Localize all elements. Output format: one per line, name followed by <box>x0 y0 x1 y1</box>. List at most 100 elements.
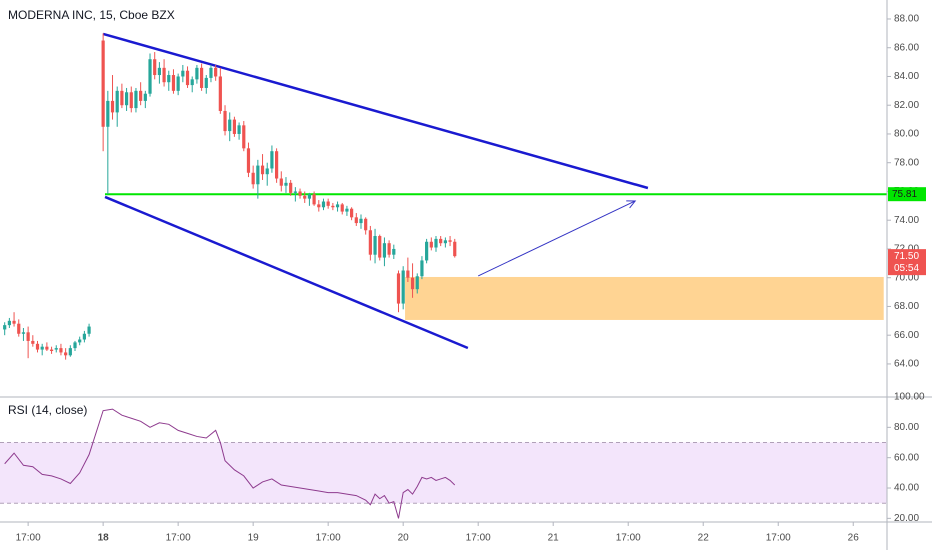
candle-body <box>68 348 72 356</box>
last-price-label: 71.50 <box>894 251 919 262</box>
candle-body <box>87 326 91 334</box>
rsi-line <box>4 408 456 519</box>
y-tick-label: 20.00 <box>894 513 919 524</box>
candle-body <box>275 151 279 179</box>
x-tick-label: 26 <box>848 533 860 544</box>
x-tick-label: 17:00 <box>466 533 491 544</box>
candle-body <box>284 182 288 186</box>
candle-body <box>453 241 457 257</box>
candle-body <box>35 343 40 350</box>
candle-body <box>139 90 143 101</box>
candle-body <box>246 148 251 173</box>
x-tick-label: 17:00 <box>616 533 641 544</box>
candle-body <box>312 194 316 205</box>
candle-body <box>321 201 326 208</box>
candle-body <box>218 76 222 111</box>
candle-body <box>256 165 260 185</box>
candle-body <box>129 92 133 109</box>
countdown: 05:54 <box>894 263 919 274</box>
price-label: 75.81 <box>892 189 917 200</box>
candle-body <box>410 277 415 290</box>
candle-body <box>307 194 312 199</box>
candle-body <box>214 67 218 77</box>
candle-body <box>289 182 293 193</box>
candle-body <box>73 342 77 349</box>
candle-body <box>167 75 171 83</box>
candle-body <box>298 191 302 196</box>
y-tick-label: 80.00 <box>894 129 919 140</box>
candle-body <box>7 320 11 326</box>
candle-body <box>237 125 241 134</box>
candle-body <box>228 119 232 132</box>
candle-body <box>199 67 204 88</box>
candle-body <box>3 325 7 330</box>
candle-body <box>415 276 419 290</box>
candle-body <box>340 204 344 212</box>
y-tick-label: 84.00 <box>894 71 919 82</box>
y-tick-label: 82.00 <box>894 100 919 111</box>
plot <box>0 32 887 519</box>
candle-body <box>204 77 208 88</box>
candle-body <box>364 218 368 231</box>
candle-body <box>157 67 161 76</box>
candle-body <box>232 119 237 134</box>
rsi-title: RSI (14, close) <box>8 403 87 417</box>
candle-body <box>115 90 119 113</box>
candle-body <box>143 93 147 101</box>
candle-body <box>396 273 401 304</box>
candle-body <box>303 195 307 199</box>
candle-body <box>12 320 16 324</box>
rsi-band <box>0 442 887 504</box>
candle-body <box>429 241 433 248</box>
y-tick-label: 68.00 <box>894 301 919 312</box>
candle-body <box>21 332 26 334</box>
y-tick-label: 40.00 <box>894 483 919 494</box>
y-tick-label: 66.00 <box>894 330 919 341</box>
y-tick-label: 100.00 <box>894 392 925 403</box>
candle-body <box>331 205 335 208</box>
x-tick-label: 21 <box>548 533 560 544</box>
candle-body <box>223 110 227 132</box>
y-tick-label: 74.00 <box>894 215 919 226</box>
y-tick-label: 86.00 <box>894 42 919 53</box>
candle-body <box>279 178 283 186</box>
candle-body <box>406 270 410 278</box>
candle-body <box>190 79 194 86</box>
candle-body <box>368 230 372 255</box>
candle-body <box>293 191 297 193</box>
candle-body <box>350 208 354 218</box>
trend-line <box>102 32 649 190</box>
x-tick-label: 20 <box>398 533 410 544</box>
candle-body <box>17 323 21 334</box>
candle-body <box>401 270 405 304</box>
candle-body <box>242 125 246 149</box>
y-tick-label: 60.00 <box>894 452 919 463</box>
candle-body <box>162 67 166 83</box>
x-tick-label: 17:00 <box>766 533 791 544</box>
candle-body <box>260 165 265 175</box>
candle-body <box>209 67 213 78</box>
candle-body <box>185 70 190 86</box>
candle-body <box>134 90 138 109</box>
y-tick-label: 72.00 <box>894 244 919 255</box>
candle-body <box>195 67 199 80</box>
candle-body <box>59 348 63 353</box>
arrow-head <box>626 200 637 209</box>
candle-body <box>317 204 321 208</box>
x-tick-label: 17:00 <box>166 533 191 544</box>
candle-body <box>335 204 340 208</box>
candle-body <box>171 75 176 91</box>
candle-body <box>124 92 129 106</box>
candle-body <box>82 333 86 340</box>
candle-body <box>443 240 447 244</box>
candle-body <box>54 348 58 350</box>
price-label-box <box>888 187 926 202</box>
candle-body <box>64 352 68 356</box>
candle-body <box>420 260 424 277</box>
candle-body <box>40 346 44 350</box>
candle-body <box>345 208 349 212</box>
candle-body <box>78 339 82 343</box>
candle-body <box>148 59 152 94</box>
